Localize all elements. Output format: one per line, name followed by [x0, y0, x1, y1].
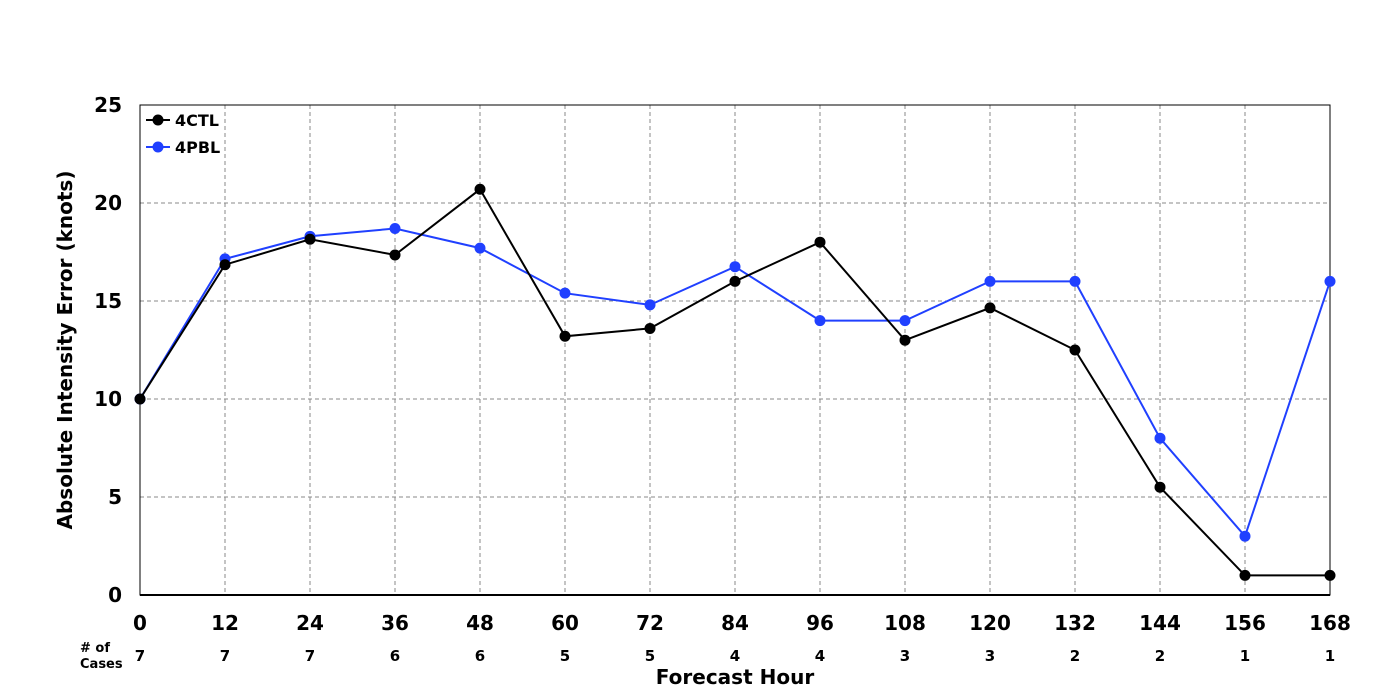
series-point-4CTL: [729, 275, 741, 287]
case-count-label: 5: [560, 647, 570, 665]
case-count-label: 7: [135, 647, 145, 665]
case-count-label: 3: [900, 647, 910, 665]
x-tick-label: 168: [1309, 611, 1351, 635]
gridlines: [140, 105, 1330, 595]
case-count-label: 7: [305, 647, 315, 665]
series-point-4CTL: [559, 330, 571, 342]
legend-label-4PBL: 4PBL: [175, 138, 220, 157]
series-layer: [134, 183, 1336, 581]
legend-marker-4CTL: [152, 114, 164, 126]
series-point-4PBL: [814, 315, 826, 327]
series-point-4PBL: [1324, 275, 1336, 287]
case-count-label: 2: [1155, 647, 1165, 665]
series-point-4PBL: [1069, 275, 1081, 287]
series-point-4PBL: [644, 299, 656, 311]
x-tick-label: 24: [296, 611, 324, 635]
x-tick-label: 108: [884, 611, 926, 635]
y-tick-label: 5: [108, 485, 122, 509]
series-point-4CTL: [134, 393, 146, 405]
x-axis-title: Forecast Hour: [656, 665, 815, 689]
y-tick-label: 15: [94, 289, 122, 313]
series-point-4CTL: [1154, 481, 1166, 493]
y-tick-label: 0: [108, 583, 122, 607]
series-point-4CTL: [474, 183, 486, 195]
x-tick-label: 120: [969, 611, 1011, 635]
series-point-4PBL: [559, 287, 571, 299]
case-count-label: 7: [220, 647, 230, 665]
cases-label-line2: Cases: [80, 657, 123, 672]
case-count-label: 2: [1070, 647, 1080, 665]
series-point-4CTL: [899, 334, 911, 346]
legend-marker-4PBL: [152, 141, 164, 153]
y-tick-labels: 0 5 10 15 20 25: [94, 93, 122, 607]
series-point-4CTL: [304, 233, 316, 245]
case-count-label: 4: [815, 647, 825, 665]
case-count-label: 5: [645, 647, 655, 665]
x-tick-label: 36: [381, 611, 409, 635]
series-point-4PBL: [1239, 530, 1251, 542]
series-point-4CTL: [984, 302, 996, 314]
x-tick-label: 72: [636, 611, 664, 635]
case-count-label: 3: [985, 647, 995, 665]
case-count-label: 6: [390, 647, 400, 665]
series-point-4PBL: [899, 315, 911, 327]
series-point-4CTL: [1239, 569, 1251, 581]
x-tick-label: 156: [1224, 611, 1266, 635]
x-tick-label: 132: [1054, 611, 1096, 635]
legend: 4CTL 4PBL: [146, 111, 220, 157]
series-point-4CTL: [814, 236, 826, 248]
x-tick-label: 48: [466, 611, 494, 635]
x-tick-label: 0: [133, 611, 147, 635]
x-tick-label: 60: [551, 611, 579, 635]
cases-label-line1: # of: [80, 641, 110, 656]
y-tick-label: 20: [94, 191, 122, 215]
x-tick-labels: 0 12 24 36 48 60 72 84 96 108 120 132 144 156 168: [133, 611, 1351, 635]
series-point-4PBL: [474, 242, 486, 254]
y-axis-title: Absolute Intensity Error (knots): [53, 171, 77, 530]
x-tick-label: 144: [1139, 611, 1181, 635]
series-point-4PBL: [729, 261, 741, 273]
case-count-label: 4: [730, 647, 740, 665]
series-point-4CTL: [644, 322, 656, 334]
series-point-4PBL: [389, 222, 401, 234]
series-point-4CTL: [219, 259, 231, 271]
legend-label-4CTL: 4CTL: [175, 111, 219, 130]
case-count-label: 1: [1325, 647, 1335, 665]
series-point-4CTL: [389, 249, 401, 261]
y-tick-label: 10: [94, 387, 122, 411]
x-tick-label: 12: [211, 611, 239, 635]
case-count-label: 6: [475, 647, 485, 665]
series-point-4PBL: [984, 275, 996, 287]
x-tick-label: 84: [721, 611, 749, 635]
y-tick-label: 25: [94, 93, 122, 117]
series-point-4PBL: [1154, 432, 1166, 444]
x-tick-label: 96: [806, 611, 834, 635]
series-point-4CTL: [1069, 344, 1081, 356]
case-count-labels: 7 7 7 6 6 5 5 4 4 3 3 2 2 1 1: [135, 647, 1335, 665]
series-point-4CTL: [1324, 569, 1336, 581]
case-count-label: 1: [1240, 647, 1250, 665]
